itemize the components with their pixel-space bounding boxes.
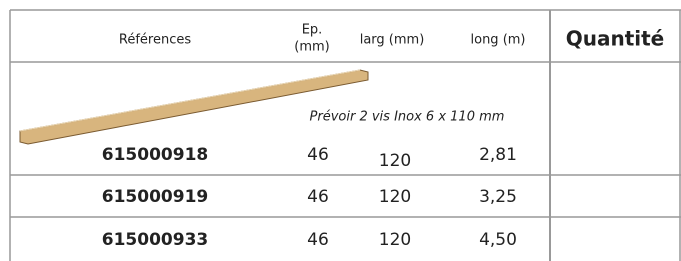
length: 3,25 [479,187,517,207]
header-quantite: Quantité [566,27,665,51]
reference: 615000919 [102,187,208,207]
reference: 615000918 [102,145,208,165]
length: 4,50 [479,230,517,250]
plank-illustration [20,70,368,144]
header-ep: Ep. [302,23,323,38]
note: Prévoir 2 vis Inox 6 x 110 mm [310,110,505,125]
reference: 615000933 [102,230,208,250]
table-rows: 615000918 46 120 2,81 615000919 46 120 3,25 6150… [102,145,517,250]
width: 120 [379,230,411,250]
thickness: 46 [307,145,329,165]
header-references: Références [119,33,191,48]
width: 120 [379,151,411,171]
product-table: Références Ep. (mm) larg (mm) long (m) Q… [0,0,681,261]
thickness: 46 [307,230,329,250]
width: 120 [379,187,411,207]
thickness: 46 [307,187,329,207]
header-long: long (m) [471,33,526,48]
length: 2,81 [479,145,517,165]
header-larg: larg (mm) [360,33,425,48]
header-ep-unit: (mm) [294,40,329,55]
